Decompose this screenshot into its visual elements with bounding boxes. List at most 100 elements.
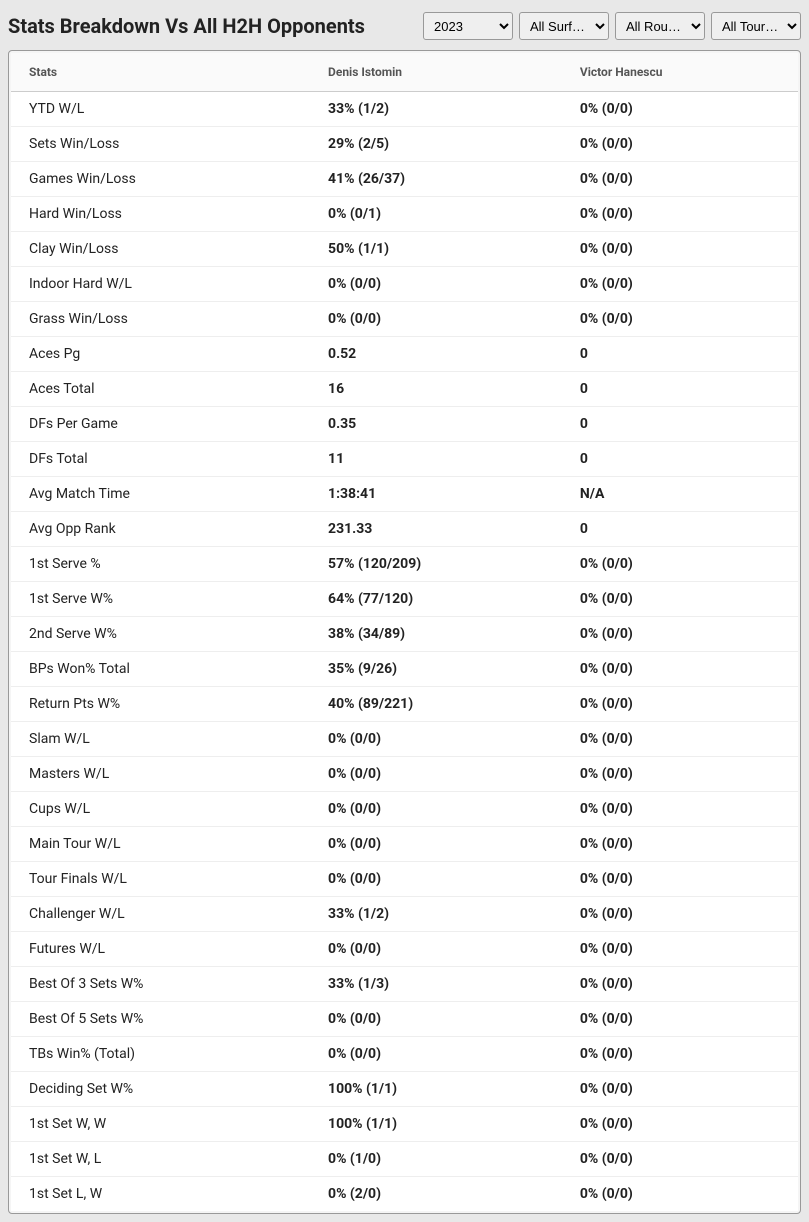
table-row: Avg Opp Rank231.330	[11, 512, 798, 547]
player1-value: 35% (9/26)	[310, 652, 562, 687]
player1-value: 100% (1/1)	[310, 1107, 562, 1142]
table-row: Clay Win/Loss50% (1/1)0% (0/0)	[11, 232, 798, 267]
player1-value: 1:38:41	[310, 477, 562, 512]
stat-label: Aces Total	[11, 372, 310, 407]
round-select[interactable]: All Rou…	[615, 12, 705, 40]
col-header-player2: Victor Hanescu	[562, 53, 798, 92]
stat-label: 1st Set L, W	[11, 1177, 310, 1212]
player2-value: 0% (0/0)	[562, 302, 798, 337]
table-row: YTD W/L33% (1/2)0% (0/0)	[11, 92, 798, 127]
stat-label: Tour Finals W/L	[11, 862, 310, 897]
player2-value: 0% (0/0)	[562, 197, 798, 232]
table-row: 1st Serve W%64% (77/120)0% (0/0)	[11, 582, 798, 617]
table-row: 1st Set W, L0% (1/0)0% (0/0)	[11, 1142, 798, 1177]
table-row: Challenger W/L33% (1/2)0% (0/0)	[11, 897, 798, 932]
player1-value: 0% (0/0)	[310, 302, 562, 337]
player1-value: 100% (1/1)	[310, 1072, 562, 1107]
table-row: TBs Win% (Total)0% (0/0)0% (0/0)	[11, 1037, 798, 1072]
player1-value: 0% (1/0)	[310, 1142, 562, 1177]
player1-value: 57% (120/209)	[310, 547, 562, 582]
player1-value: 231.33	[310, 512, 562, 547]
player2-value: 0% (0/0)	[562, 827, 798, 862]
player1-value: 29% (2/5)	[310, 127, 562, 162]
player2-value: 0% (0/0)	[562, 1072, 798, 1107]
table-row: Masters W/L0% (0/0)0% (0/0)	[11, 757, 798, 792]
player2-value: 0% (0/0)	[562, 1107, 798, 1142]
player1-value: 0% (0/0)	[310, 1002, 562, 1037]
player2-value: 0% (0/0)	[562, 967, 798, 1002]
stat-label: Grass Win/Loss	[11, 302, 310, 337]
player2-value: N/A	[562, 477, 798, 512]
player1-value: 16	[310, 372, 562, 407]
table-row: Hard Win/Loss0% (0/1)0% (0/0)	[11, 197, 798, 232]
table-row: Sets Win/Loss29% (2/5)0% (0/0)	[11, 127, 798, 162]
stat-label: Main Tour W/L	[11, 827, 310, 862]
stat-label: Slam W/L	[11, 722, 310, 757]
player2-value: 0% (0/0)	[562, 687, 798, 722]
col-header-stats: Stats	[11, 53, 310, 92]
surface-select[interactable]: All Surf…	[519, 12, 609, 40]
player2-value: 0% (0/0)	[562, 1037, 798, 1072]
player1-value: 11	[310, 442, 562, 477]
table-row: Indoor Hard W/L0% (0/0)0% (0/0)	[11, 267, 798, 302]
player1-value: 0% (0/1)	[310, 197, 562, 232]
stat-label: Futures W/L	[11, 932, 310, 967]
table-row: 2nd Serve W%38% (34/89)0% (0/0)	[11, 617, 798, 652]
table-row: 1st Set W, W100% (1/1)0% (0/0)	[11, 1107, 798, 1142]
stat-label: Cups W/L	[11, 792, 310, 827]
table-row: Aces Total160	[11, 372, 798, 407]
table-row: Tour Finals W/L0% (0/0)0% (0/0)	[11, 862, 798, 897]
player1-value: 0% (0/0)	[310, 827, 562, 862]
stats-table: Stats Denis Istomin Victor Hanescu YTD W…	[11, 53, 798, 1211]
player1-value: 64% (77/120)	[310, 582, 562, 617]
stat-label: Indoor Hard W/L	[11, 267, 310, 302]
table-row: Slam W/L0% (0/0)0% (0/0)	[11, 722, 798, 757]
player1-value: 0% (0/0)	[310, 722, 562, 757]
table-row: Best Of 3 Sets W%33% (1/3)0% (0/0)	[11, 967, 798, 1002]
stat-label: Deciding Set W%	[11, 1072, 310, 1107]
stats-table-container: Stats Denis Istomin Victor Hanescu YTD W…	[8, 50, 801, 1214]
stat-label: Challenger W/L	[11, 897, 310, 932]
player2-value: 0% (0/0)	[562, 897, 798, 932]
player2-value: 0% (0/0)	[562, 792, 798, 827]
player1-value: 0% (2/0)	[310, 1177, 562, 1212]
table-row: BPs Won% Total35% (9/26)0% (0/0)	[11, 652, 798, 687]
player2-value: 0	[562, 372, 798, 407]
stat-label: 1st Serve %	[11, 547, 310, 582]
table-row: Futures W/L0% (0/0)0% (0/0)	[11, 932, 798, 967]
stat-label: Games Win/Loss	[11, 162, 310, 197]
player2-value: 0% (0/0)	[562, 232, 798, 267]
stat-label: Aces Pg	[11, 337, 310, 372]
player2-value: 0% (0/0)	[562, 617, 798, 652]
table-row: 1st Set L, W0% (2/0)0% (0/0)	[11, 1177, 798, 1212]
table-row: Deciding Set W%100% (1/1)0% (0/0)	[11, 1072, 798, 1107]
table-row: Games Win/Loss41% (26/37)0% (0/0)	[11, 162, 798, 197]
stat-label: 1st Serve W%	[11, 582, 310, 617]
player1-value: 0.52	[310, 337, 562, 372]
stat-label: Best Of 3 Sets W%	[11, 967, 310, 1002]
stat-label: 1st Set W, W	[11, 1107, 310, 1142]
player2-value: 0% (0/0)	[562, 862, 798, 897]
player1-value: 0% (0/0)	[310, 1037, 562, 1072]
player1-value: 38% (34/89)	[310, 617, 562, 652]
tournament-select[interactable]: All Tour…	[711, 12, 801, 40]
filter-bar: 2023 All Surf… All Rou… All Tour…	[423, 12, 801, 40]
table-row: Cups W/L0% (0/0)0% (0/0)	[11, 792, 798, 827]
player2-value: 0% (0/0)	[562, 162, 798, 197]
player1-value: 33% (1/2)	[310, 92, 562, 127]
player1-value: 0% (0/0)	[310, 792, 562, 827]
table-row: Best Of 5 Sets W%0% (0/0)0% (0/0)	[11, 1002, 798, 1037]
player2-value: 0% (0/0)	[562, 1177, 798, 1212]
header: Stats Breakdown Vs All H2H Opponents 202…	[8, 8, 801, 50]
table-row: Grass Win/Loss0% (0/0)0% (0/0)	[11, 302, 798, 337]
player2-value: 0% (0/0)	[562, 757, 798, 792]
stat-label: Masters W/L	[11, 757, 310, 792]
stat-label: 2nd Serve W%	[11, 617, 310, 652]
player2-value: 0% (0/0)	[562, 582, 798, 617]
stat-label: Best Of 5 Sets W%	[11, 1002, 310, 1037]
player1-value: 0% (0/0)	[310, 932, 562, 967]
player2-value: 0% (0/0)	[562, 722, 798, 757]
table-row: 1st Serve %57% (120/209)0% (0/0)	[11, 547, 798, 582]
player2-value: 0% (0/0)	[562, 267, 798, 302]
year-select[interactable]: 2023	[423, 12, 513, 40]
